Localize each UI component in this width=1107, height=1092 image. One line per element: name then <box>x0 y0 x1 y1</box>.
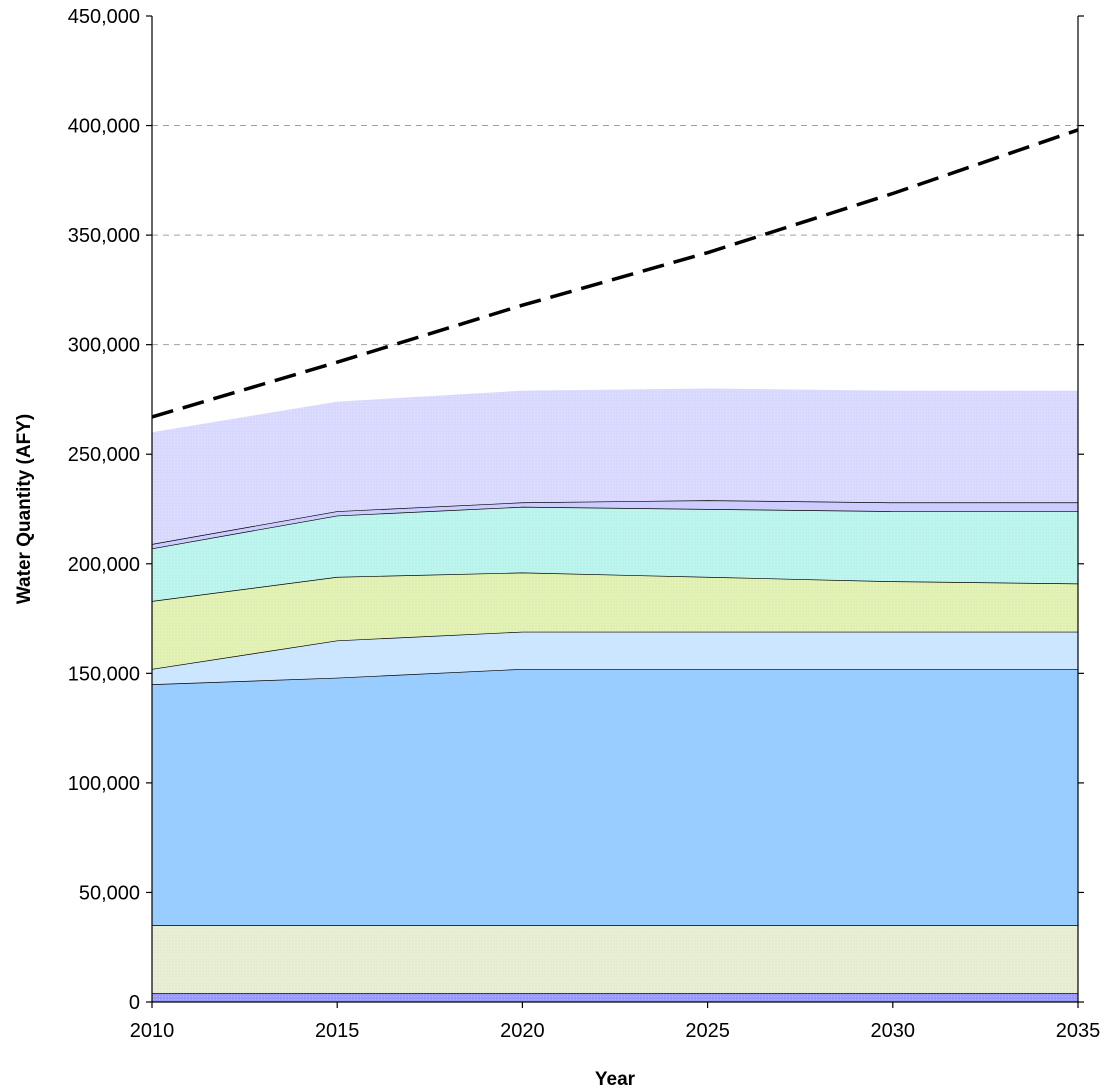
y-tick-label-0: 0 <box>129 992 140 1014</box>
area-series-5-texture <box>152 572 1078 669</box>
x-tick-label-5: 2035 <box>1056 1020 1101 1042</box>
y-tick-label-3: 150,000 <box>68 663 140 685</box>
area-series-7 <box>152 500 1078 549</box>
y-tick-label-6: 300,000 <box>68 335 140 357</box>
stacked-areas <box>151 388 1079 1002</box>
x-tick-label-3: 2025 <box>685 1020 730 1042</box>
y-tick-label-1: 50,000 <box>79 882 140 904</box>
y-tick-label-2: 100,000 <box>68 773 140 795</box>
tick-labels: 0 50,000 100,000 150,000 200,000 250,000 300,0… <box>68 6 1101 1042</box>
y-tick-label-5: 250,000 <box>68 444 140 466</box>
y-tick-label-4: 200,000 <box>68 554 140 576</box>
line-series-1 <box>151 128 1079 419</box>
demand-lines <box>151 128 1079 419</box>
y-tick-label-7: 350,000 <box>68 225 140 247</box>
area-series-2-texture <box>152 925 1078 994</box>
area-series-6-texture <box>152 506 1078 602</box>
axes <box>146 15 1084 1008</box>
y-axis-title: Water Quantity (AFY) <box>14 414 35 604</box>
area-series-1-texture <box>152 993 1078 1002</box>
y-tick-label-9: 450,000 <box>68 6 140 28</box>
y-tick-label-8: 400,000 <box>68 116 140 138</box>
x-tick-label-1: 2015 <box>315 1020 360 1042</box>
area-series-4 <box>152 631 1078 685</box>
x-tick-label-2: 2020 <box>500 1020 545 1042</box>
area-series-3 <box>152 668 1078 926</box>
x-tick-label-4: 2030 <box>871 1020 916 1042</box>
x-axis-title: Year <box>595 1069 636 1090</box>
x-tick-label-0: 2010 <box>130 1020 175 1042</box>
area-series-8-texture <box>152 388 1078 545</box>
